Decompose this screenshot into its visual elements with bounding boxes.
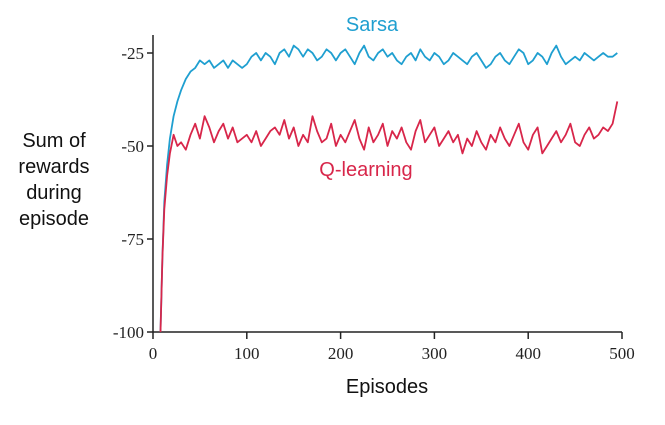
y-tick-label: -50: [121, 137, 144, 156]
x-tick-label: 200: [328, 344, 354, 363]
x-tick-label: 100: [234, 344, 260, 363]
series-line-q-learning: [159, 101, 619, 333]
y-axis-title-line-2: rewards: [18, 156, 89, 178]
series-label-sarsa: Sarsa: [346, 14, 399, 36]
y-axis-title-line-4: episode: [19, 208, 89, 230]
y-axis-title-line-1: Sum of: [22, 130, 86, 152]
y-axis-ticks: -25 -50 -75 -100: [113, 44, 153, 342]
x-axis-ticks: 0 100 200 300 400 500: [149, 332, 635, 363]
y-tick-label: -100: [113, 323, 144, 342]
x-tick-label: 400: [515, 344, 541, 363]
y-tick-label: -75: [121, 230, 144, 249]
series-label-q-learning: Q-learning: [319, 159, 412, 181]
series-lines: [159, 44, 619, 333]
x-tick-label: 300: [422, 344, 448, 363]
x-axis-title: Episodes: [346, 376, 428, 398]
y-axis-title: Sum of rewards during episode: [18, 130, 89, 230]
y-tick-label: -25: [121, 44, 144, 63]
y-axis-title-line-3: during: [26, 182, 82, 204]
x-tick-label: 500: [609, 344, 635, 363]
x-tick-label: 0: [149, 344, 158, 363]
series-line-sarsa: [159, 44, 618, 333]
